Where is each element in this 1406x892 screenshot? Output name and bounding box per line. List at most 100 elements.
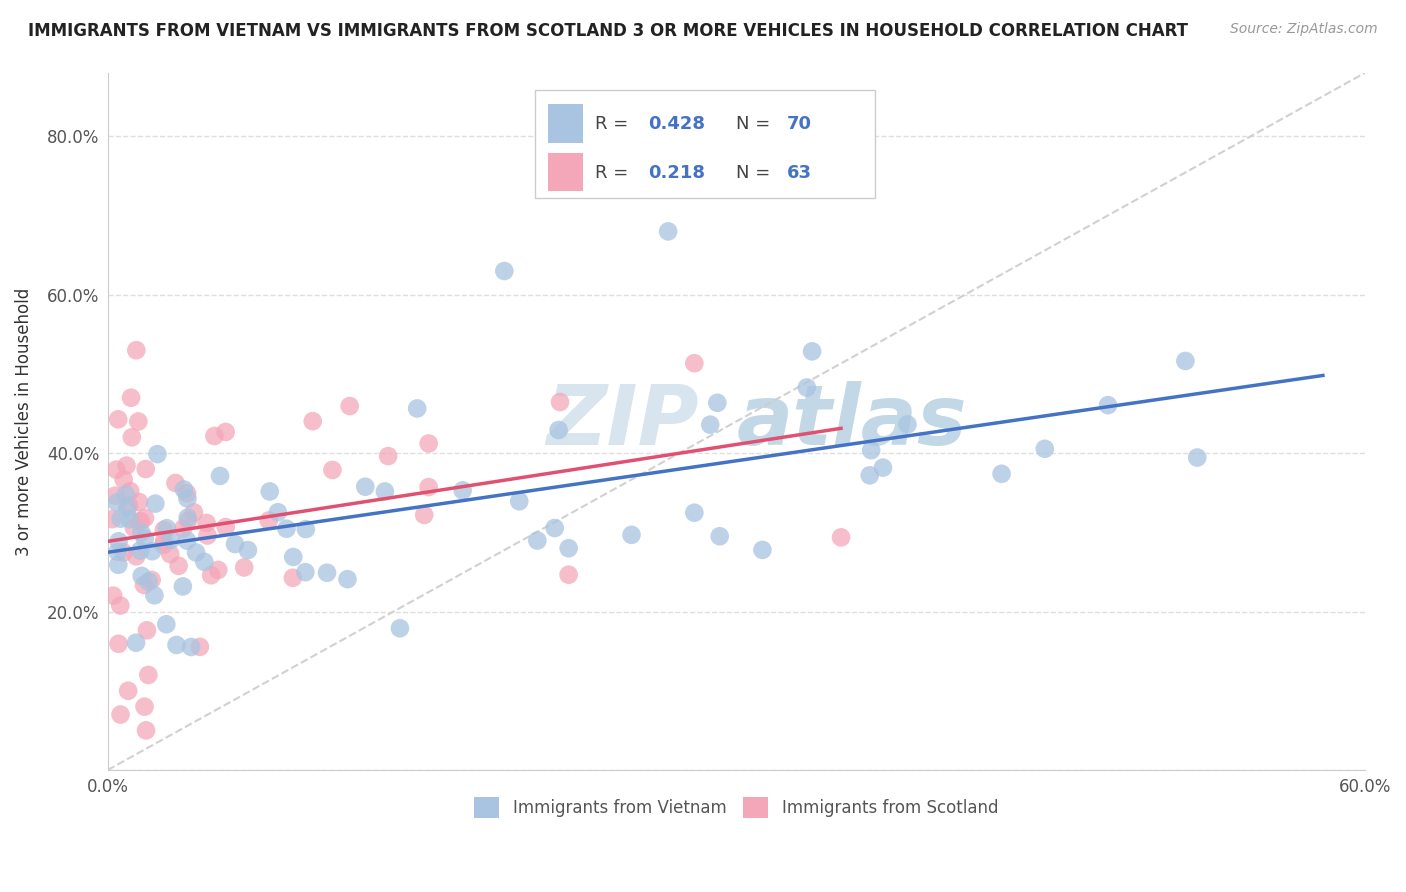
- Point: [153, 523, 176, 537]
- Point: [110, 707, 132, 722]
- Point: [152, 538, 174, 552]
- Point: [377, 449, 399, 463]
- Point: [138, 574, 160, 589]
- Point: [388, 621, 411, 635]
- Point: [165, 475, 187, 490]
- Point: [193, 555, 215, 569]
- Point: [166, 638, 188, 652]
- Point: [294, 565, 316, 579]
- Point: [183, 505, 205, 519]
- Point: [129, 543, 152, 558]
- Point: [236, 543, 259, 558]
- Point: [121, 430, 143, 444]
- Text: N =: N =: [737, 115, 776, 133]
- Point: [224, 537, 246, 551]
- Point: [128, 515, 150, 529]
- Point: [131, 569, 153, 583]
- Point: [110, 599, 132, 613]
- Point: [620, 528, 643, 542]
- Y-axis label: 3 or more Vehicles in Household: 3 or more Vehicles in Household: [15, 287, 32, 556]
- Point: [418, 480, 440, 494]
- Point: [172, 579, 194, 593]
- Point: [118, 512, 141, 526]
- Point: [125, 636, 148, 650]
- Point: [118, 499, 141, 513]
- Text: R =: R =: [596, 115, 634, 133]
- Point: [115, 458, 138, 473]
- Point: [406, 401, 429, 416]
- Text: R =: R =: [596, 163, 634, 182]
- Point: [301, 414, 323, 428]
- Point: [204, 429, 226, 443]
- Point: [141, 544, 163, 558]
- Point: [751, 542, 773, 557]
- Point: [281, 571, 304, 585]
- Point: [557, 541, 579, 556]
- Point: [132, 578, 155, 592]
- Point: [143, 497, 166, 511]
- Point: [339, 399, 361, 413]
- Point: [1033, 442, 1056, 456]
- Point: [374, 484, 396, 499]
- Point: [418, 436, 440, 450]
- Point: [188, 640, 211, 654]
- Point: [141, 573, 163, 587]
- Point: [176, 491, 198, 506]
- Text: IMMIGRANTS FROM VIETNAM VS IMMIGRANTS FROM SCOTLAND 3 OR MORE VEHICLES IN HOUSEH: IMMIGRANTS FROM VIETNAM VS IMMIGRANTS FR…: [28, 22, 1188, 40]
- Point: [195, 516, 218, 530]
- Text: 0.428: 0.428: [648, 115, 706, 133]
- Point: [134, 532, 156, 546]
- Point: [283, 549, 305, 564]
- Point: [413, 508, 436, 522]
- Point: [177, 514, 200, 528]
- Point: [122, 521, 145, 535]
- Point: [172, 521, 194, 535]
- Point: [128, 495, 150, 509]
- Point: [177, 510, 200, 524]
- Point: [105, 462, 128, 476]
- Point: [451, 483, 474, 498]
- Point: [146, 447, 169, 461]
- Point: [120, 391, 142, 405]
- Point: [107, 637, 129, 651]
- Point: [215, 425, 238, 439]
- Point: [683, 506, 706, 520]
- Bar: [548, 153, 583, 192]
- Point: [167, 558, 190, 573]
- Text: 0.218: 0.218: [648, 163, 706, 182]
- Point: [138, 668, 160, 682]
- Point: [125, 343, 148, 358]
- Point: [544, 521, 567, 535]
- Point: [1097, 398, 1119, 412]
- Text: N =: N =: [737, 163, 776, 182]
- Point: [173, 483, 195, 497]
- Point: [557, 567, 579, 582]
- Point: [143, 588, 166, 602]
- Point: [508, 494, 530, 508]
- Point: [112, 545, 135, 559]
- Point: [101, 589, 124, 603]
- Point: [155, 617, 177, 632]
- Point: [830, 530, 852, 544]
- Point: [180, 640, 202, 654]
- Point: [135, 723, 157, 738]
- Point: [105, 495, 128, 509]
- Point: [699, 417, 721, 432]
- Point: [117, 683, 139, 698]
- Point: [134, 699, 156, 714]
- Point: [336, 572, 359, 586]
- Point: [990, 467, 1012, 481]
- Point: [801, 344, 824, 359]
- Text: 70: 70: [786, 115, 811, 133]
- Point: [107, 545, 129, 559]
- Point: [872, 460, 894, 475]
- Point: [657, 224, 679, 238]
- Point: [208, 469, 231, 483]
- Point: [354, 480, 377, 494]
- Point: [134, 511, 156, 525]
- Text: 63: 63: [786, 163, 811, 182]
- Point: [101, 512, 124, 526]
- Point: [127, 415, 149, 429]
- Point: [259, 484, 281, 499]
- Legend: Immigrants from Vietnam, Immigrants from Scotland: Immigrants from Vietnam, Immigrants from…: [468, 790, 1005, 824]
